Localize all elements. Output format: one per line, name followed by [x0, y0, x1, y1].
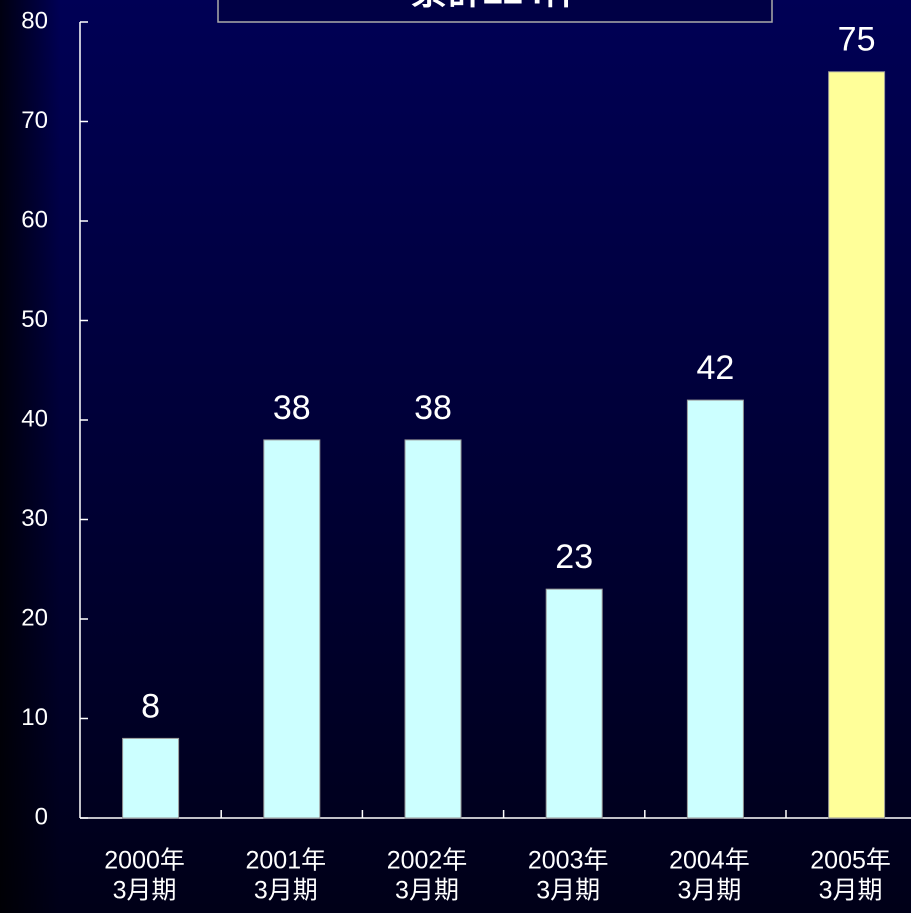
- data-label: 75: [838, 21, 876, 59]
- x-tick-label: 3月期: [677, 877, 741, 905]
- data-label: 8: [141, 687, 160, 725]
- bar: [686, 399, 744, 819]
- x-tick-label: 3月期: [395, 877, 459, 905]
- y-tick-label: 20: [21, 604, 48, 631]
- x-tick-label: 3月期: [113, 877, 177, 905]
- x-tick-label: 2005年: [810, 847, 891, 875]
- x-tick-label: 3月期: [254, 877, 318, 905]
- data-label: 42: [696, 349, 734, 387]
- x-tick-label: 2004年: [669, 847, 750, 875]
- data-label: 23: [555, 538, 593, 576]
- bar: [122, 737, 180, 819]
- data-label: 38: [273, 389, 311, 427]
- x-tick-label: 2003年: [528, 847, 609, 875]
- x-tick-label: 2002年: [387, 847, 468, 875]
- x-tick-label: 2000年: [104, 847, 185, 875]
- title-box: [217, 0, 773, 23]
- bar: [828, 71, 886, 819]
- y-tick-label: 60: [21, 206, 48, 233]
- x-tick-label: 3月期: [536, 877, 600, 905]
- bar: [545, 588, 603, 819]
- y-tick-label: 10: [21, 704, 48, 731]
- bar: [404, 439, 462, 819]
- y-tick-label: 50: [21, 306, 48, 333]
- y-tick-label: 30: [21, 505, 48, 532]
- y-tick-label: 0: [35, 803, 48, 830]
- x-tick-label: 2001年: [245, 847, 326, 875]
- y-tick-label: 70: [21, 107, 48, 134]
- data-label: 38: [414, 389, 452, 427]
- y-tick-label: 40: [21, 405, 48, 432]
- bar: [263, 439, 321, 819]
- y-tick-label: 80: [21, 7, 48, 34]
- chart-title: 累計224件: [411, 0, 579, 12]
- background-edge: [0, 0, 60, 913]
- x-tick-label: 3月期: [819, 877, 883, 905]
